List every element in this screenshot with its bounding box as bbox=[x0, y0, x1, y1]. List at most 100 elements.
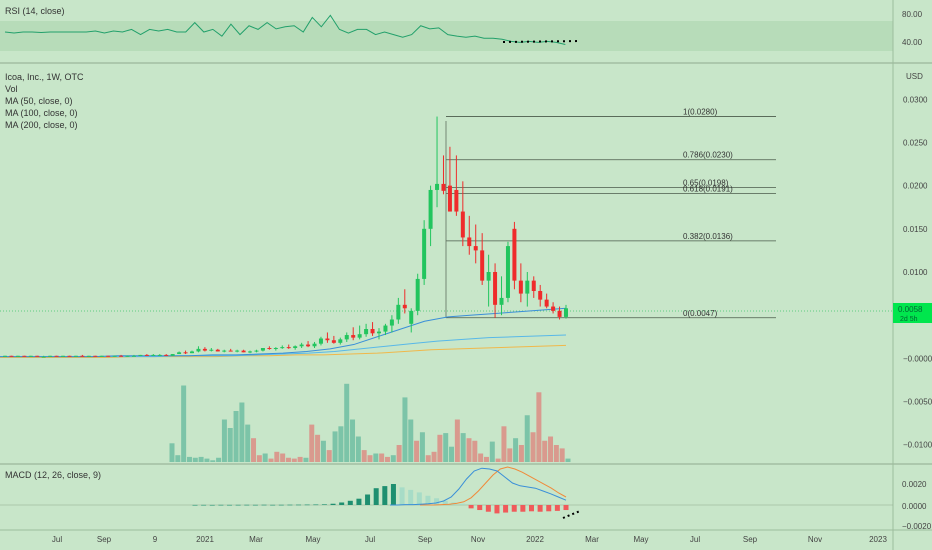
candle-body bbox=[15, 355, 20, 357]
candle-body bbox=[564, 308, 568, 317]
volume-bar bbox=[303, 457, 309, 462]
legend-ma200[interactable]: MA (200, close, 0) bbox=[5, 120, 78, 130]
legend-volume[interactable]: Vol bbox=[5, 84, 18, 94]
candle-body bbox=[473, 246, 478, 251]
macd-histogram-bar bbox=[416, 492, 422, 505]
volume-bar bbox=[320, 440, 326, 462]
time-axis-label: Jul bbox=[365, 535, 375, 544]
candle-body bbox=[196, 348, 201, 352]
legend-symbol[interactable]: Icoa, Inc., 1W, OTC bbox=[5, 72, 84, 82]
candle-body bbox=[306, 344, 311, 347]
macd-line bbox=[390, 467, 567, 506]
volume-bar bbox=[332, 431, 338, 462]
candle-body bbox=[377, 331, 381, 334]
rsi-divergence-dots bbox=[502, 40, 581, 43]
candle-body bbox=[9, 355, 14, 357]
price-tick-label: −0.0000 bbox=[903, 354, 932, 363]
volume-bar bbox=[414, 440, 420, 462]
time-axis[interactable]: Jul Sep 9 2021 Mar May Jul Sep Nov 2022 Mar May Jul S… bbox=[52, 535, 888, 544]
candle-body bbox=[260, 348, 265, 351]
candle-body bbox=[125, 355, 130, 357]
macd-histogram-bar bbox=[408, 489, 414, 505]
price-tag-countdown: 2d 5h bbox=[900, 316, 918, 323]
macd-histogram-bar bbox=[227, 504, 233, 506]
candle-body bbox=[383, 325, 388, 332]
volume-bar bbox=[472, 440, 478, 462]
candle-body bbox=[538, 291, 543, 300]
volume-bar bbox=[367, 455, 373, 462]
fib-level-label: 1(0.0280) bbox=[683, 108, 718, 117]
candle-body bbox=[106, 355, 111, 357]
rsi-tick-40: 40.00 bbox=[902, 38, 923, 47]
macd-histogram-bar bbox=[459, 503, 465, 505]
volume-bar bbox=[355, 436, 361, 462]
volume-bar bbox=[483, 456, 489, 462]
volume-bar bbox=[542, 440, 548, 462]
candle-body bbox=[170, 354, 175, 356]
volume-bar bbox=[280, 453, 286, 462]
volume-bar bbox=[285, 457, 291, 462]
candle-body bbox=[505, 246, 510, 298]
macd-histogram-bar bbox=[373, 488, 379, 505]
macd-tick-pos: 0.0020 bbox=[902, 480, 927, 489]
volume-bar bbox=[437, 434, 443, 462]
candle-body bbox=[531, 280, 536, 291]
time-axis-label: Sep bbox=[97, 535, 112, 544]
volume-bar bbox=[256, 455, 262, 462]
candle-body bbox=[273, 348, 278, 349]
macd-histogram-bar bbox=[218, 504, 224, 506]
candle-body bbox=[499, 297, 504, 305]
candle-body bbox=[28, 355, 33, 357]
main-legend: Icoa, Inc., 1W, OTC Vol MA (50, close, 0… bbox=[5, 72, 84, 130]
candle-body bbox=[325, 338, 330, 341]
candle-body bbox=[312, 343, 317, 347]
price-tick-label: 0.0250 bbox=[903, 138, 928, 147]
candle-body bbox=[454, 189, 459, 212]
candle-body bbox=[551, 306, 556, 311]
macd-histogram-bar bbox=[347, 500, 353, 505]
volume-bar bbox=[449, 446, 455, 462]
macd-histogram-bar bbox=[390, 484, 396, 505]
candle-body bbox=[267, 348, 272, 349]
price-tick-label: 0.0150 bbox=[903, 225, 928, 234]
macd-histogram-bar bbox=[278, 504, 284, 506]
volume-bar bbox=[309, 424, 315, 462]
legend-ma50[interactable]: MA (50, close, 0) bbox=[5, 96, 73, 106]
macd-label[interactable]: MACD (12, 26, close, 9) bbox=[5, 470, 101, 480]
macd-histogram-bar bbox=[382, 486, 388, 505]
time-axis-label: Jul bbox=[690, 535, 700, 544]
candle-body bbox=[299, 344, 304, 347]
candle-body bbox=[86, 355, 91, 357]
rsi-line bbox=[4, 14, 566, 45]
candle-body bbox=[370, 329, 375, 334]
legend-ma100[interactable]: MA (100, close, 0) bbox=[5, 108, 78, 118]
volume-bar bbox=[239, 402, 245, 462]
candle-body bbox=[318, 338, 323, 344]
candle-body bbox=[493, 272, 498, 305]
candle-body bbox=[215, 349, 220, 352]
volume-bar bbox=[297, 456, 303, 462]
volume-bar bbox=[402, 397, 408, 462]
candle-body bbox=[22, 355, 27, 357]
fib-level-label: 0.618(0.0191) bbox=[683, 184, 733, 193]
candle-body bbox=[525, 280, 530, 294]
candle-body bbox=[112, 355, 117, 357]
volume-bar bbox=[419, 432, 425, 462]
volume-bar bbox=[553, 445, 559, 462]
volume-bar bbox=[530, 432, 536, 462]
volume-bar bbox=[210, 460, 216, 462]
rsi-label[interactable]: RSI (14, close) bbox=[5, 6, 65, 16]
volume-bar bbox=[431, 451, 437, 462]
candle-body bbox=[280, 347, 285, 349]
candle-body bbox=[518, 280, 523, 294]
price-tick-label: −0.0100 bbox=[903, 441, 932, 450]
macd-histogram-bar bbox=[537, 505, 543, 512]
candle-body bbox=[364, 329, 369, 335]
macd-histogram-bar bbox=[528, 505, 534, 512]
candle-body bbox=[248, 351, 253, 353]
volume-bar bbox=[454, 419, 460, 462]
volume-bar bbox=[524, 415, 530, 462]
fibonacci-retracement[interactable]: 1(0.0280) 0.786(0.0230) 0.65(0.0198)0.618(… bbox=[446, 108, 776, 319]
